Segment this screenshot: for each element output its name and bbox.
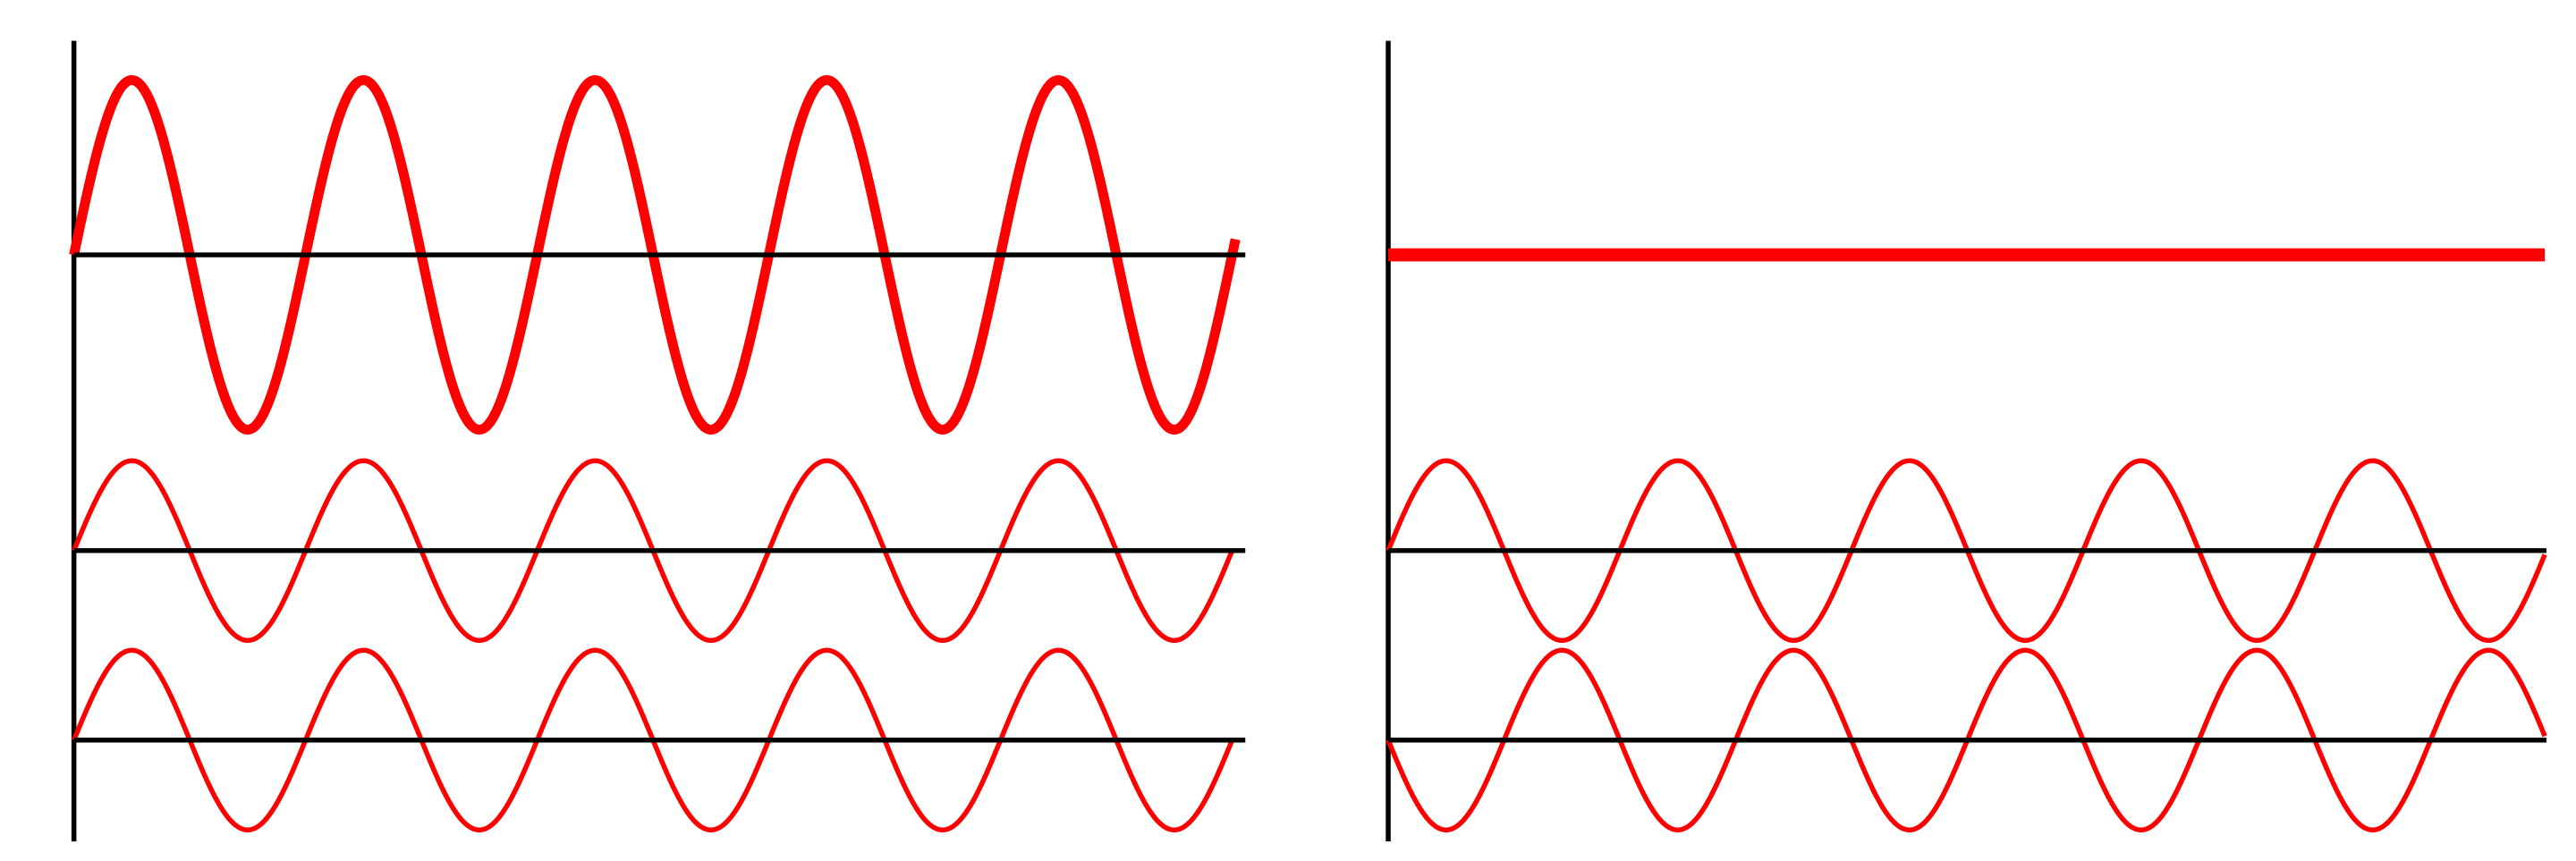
resultant-wave xyxy=(69,75,1241,435)
constructive-panel xyxy=(69,40,1246,842)
destructive-panel xyxy=(1385,40,2547,842)
